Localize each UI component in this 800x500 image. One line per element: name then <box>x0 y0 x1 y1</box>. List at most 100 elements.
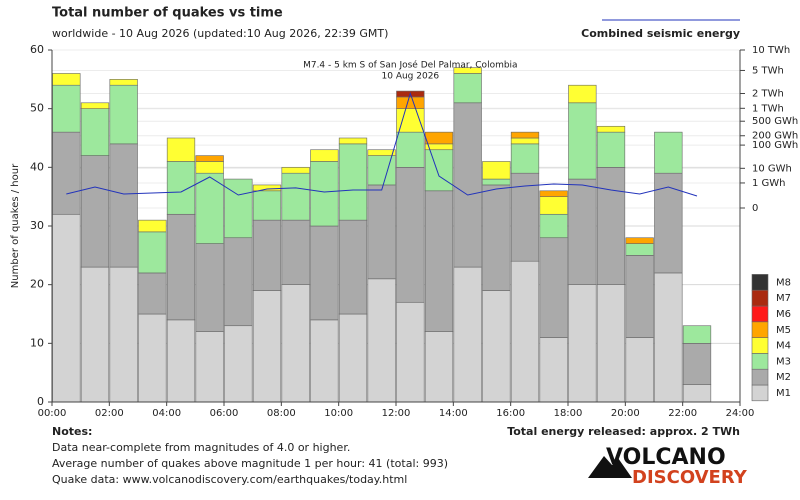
bar-segment <box>252 290 282 403</box>
bar-segment <box>166 137 196 162</box>
x-tick-label: 12:00 <box>382 408 411 419</box>
bar-segment <box>482 178 511 186</box>
bar-segment <box>453 67 482 74</box>
total-energy: Total energy released: approx. 2 TWh <box>507 425 740 438</box>
bar-segment <box>424 190 454 332</box>
bar-segment <box>310 225 339 321</box>
legend-label: Combined seismic energy <box>581 27 740 40</box>
y2-tick-label: 10 TWh <box>752 45 790 56</box>
bar-segment <box>510 172 540 262</box>
logo-text: VOLCANO <box>606 445 726 470</box>
bar-segment <box>510 260 540 403</box>
bar-segment <box>281 172 310 221</box>
bar-segment <box>367 278 396 403</box>
bar-segment <box>109 266 138 403</box>
legend-label: M3 <box>776 356 791 367</box>
bar-segment <box>52 213 81 403</box>
y2-tick-label: 10 GWh <box>752 163 792 174</box>
bar-segment <box>166 319 196 403</box>
bar-segment <box>52 84 81 133</box>
bar-segment <box>424 331 454 403</box>
y2-tick-label: 1 TWh <box>752 103 784 114</box>
bar-segment <box>568 284 597 403</box>
x-tick-label: 10:00 <box>324 408 353 419</box>
bar-segment <box>166 161 196 215</box>
annotation: 10 Aug 2026 <box>382 72 440 82</box>
bar-segment <box>396 131 425 168</box>
bar-segment <box>138 231 167 274</box>
bar-segment <box>281 167 310 174</box>
logo-text: DISCOVERY <box>632 467 748 488</box>
bar-segment <box>396 96 425 109</box>
bar-segment <box>453 73 482 104</box>
bar-segment <box>224 325 253 403</box>
y-tick-label: 10 <box>30 336 44 349</box>
bar-segment <box>367 149 396 156</box>
x-tick-label: 20:00 <box>611 408 640 419</box>
bar-segment <box>539 337 568 403</box>
x-tick-label: 18:00 <box>554 408 583 419</box>
y-axis-label: Number of quakes / hour <box>10 163 21 288</box>
y-tick-label: 50 <box>30 102 44 115</box>
legend-label: M6 <box>776 309 791 320</box>
bar-segment <box>396 167 425 303</box>
legend-label: M5 <box>776 325 791 336</box>
bar-segment <box>80 102 110 109</box>
y2-tick-label: 5 TWh <box>752 65 784 76</box>
chart-title: Total number of quakes vs time <box>52 6 283 21</box>
bar-segment <box>596 125 626 133</box>
bar-segment <box>195 172 224 244</box>
bar-segment <box>625 255 654 338</box>
bar-segment <box>482 184 511 291</box>
bar-segment <box>52 73 81 86</box>
x-tick-label: 02:00 <box>95 408 124 419</box>
bar-segment <box>482 290 511 403</box>
bar-segment <box>80 108 110 156</box>
bar-segment <box>568 84 597 104</box>
legend-swatch <box>751 337 769 354</box>
bar-segment <box>367 155 396 186</box>
bar-segment <box>482 161 511 180</box>
bar-segment <box>195 161 224 174</box>
y2-tick-label: 2 TWh <box>752 88 784 99</box>
bar-segment <box>338 143 368 221</box>
note-line: Average number of quakes above magnitude… <box>52 457 448 470</box>
bar-segment <box>224 237 253 327</box>
legend-swatch <box>751 305 769 323</box>
y2-tick-label: 200 GWh <box>752 131 798 142</box>
energy-line <box>66 91 698 197</box>
bar-segment <box>539 237 568 338</box>
x-tick-label: 16:00 <box>496 408 525 419</box>
legend-swatch <box>751 368 769 386</box>
bar-segment <box>310 149 339 162</box>
bar-segment <box>596 131 626 168</box>
bar-segment <box>682 384 712 403</box>
x-tick-label: 00:00 <box>38 408 67 419</box>
bar-segment <box>109 143 138 268</box>
bar-segment <box>654 131 683 174</box>
legend-label: M2 <box>776 372 791 383</box>
subtitle: worldwide - 10 Aug 2026 (updated:10 Aug … <box>52 27 388 40</box>
bar-segment <box>510 137 540 145</box>
y-tick-label: 40 <box>30 160 44 173</box>
bar-segment <box>310 319 339 403</box>
y-tick-label: 30 <box>30 219 44 232</box>
bar-segment <box>195 155 224 162</box>
y-tick-label: 0 <box>37 395 44 408</box>
x-tick-label: 14:00 <box>439 408 468 419</box>
bar-segment <box>281 284 310 403</box>
bar-segment <box>510 131 540 139</box>
bar-segment <box>539 196 568 215</box>
legend-label: M1 <box>776 388 791 399</box>
bar-segment <box>338 137 368 145</box>
y2-tick-label: 100 GWh <box>752 140 798 151</box>
bar-segment <box>625 337 654 403</box>
bar-segment <box>654 172 683 274</box>
bar-segment <box>625 237 654 244</box>
bar-segment <box>138 219 167 233</box>
bar-segment <box>654 272 683 403</box>
bar-segment <box>252 190 282 221</box>
bar-segment <box>510 143 540 174</box>
bar-segment <box>52 131 81 215</box>
